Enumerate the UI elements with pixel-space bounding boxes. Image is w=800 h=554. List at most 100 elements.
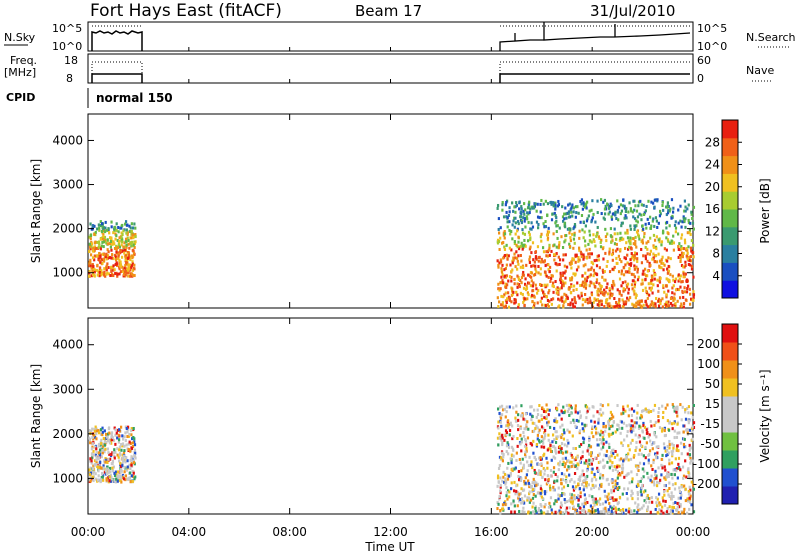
scatter-cell [626, 472, 629, 476]
scatter-cell [573, 225, 576, 229]
scatter-cell [572, 446, 575, 450]
scatter-cell [580, 198, 584, 202]
scatter-cell [608, 456, 611, 460]
scatter-cell [537, 264, 540, 268]
scatter-cell [585, 484, 588, 488]
scatter-cell [688, 485, 691, 489]
scatter-cell [94, 477, 98, 481]
scatter-cell [90, 266, 93, 270]
scatter-cell [527, 220, 530, 224]
scatter-cell [561, 463, 564, 467]
scatter-cell [542, 454, 545, 458]
scatter-cell [91, 442, 94, 446]
scatter-cell [117, 230, 120, 234]
scatter-cell [520, 437, 523, 441]
scatter-cell [645, 289, 648, 293]
scatter-cell [126, 425, 130, 429]
scatter-cell [633, 258, 636, 262]
scatter-cell [108, 242, 111, 246]
scatter-cell [579, 491, 582, 495]
scatter-cell [534, 494, 537, 498]
scatter-cell [606, 202, 609, 206]
scatter-cell [501, 503, 505, 507]
scatter-cell [652, 201, 655, 205]
scatter-cell [510, 445, 514, 449]
scatter-cell [543, 283, 546, 287]
scatter-cell [637, 233, 640, 237]
scatter-cell [524, 244, 527, 248]
scatter-cell [685, 428, 688, 432]
scatter-cell [529, 284, 532, 288]
scatter-cell [129, 467, 132, 471]
scatter-cell [674, 407, 677, 411]
scatter-cell [640, 409, 644, 413]
scatter-cell [516, 293, 519, 297]
scatter-cell [647, 408, 650, 412]
scatter-cell [91, 436, 94, 440]
scatter-cell [657, 252, 660, 256]
scatter-cell [515, 250, 518, 254]
scatter-cell [530, 251, 533, 255]
scatter-cell [134, 240, 137, 244]
scatter-cell [554, 430, 557, 434]
scatter-cell [103, 441, 107, 445]
scatter-cell [101, 258, 104, 262]
scatter-cell [539, 210, 542, 214]
scatter-cell [507, 279, 510, 283]
scatter-cell [111, 240, 114, 244]
scatter-cell [507, 254, 510, 258]
scatter-cell [644, 300, 647, 304]
scatter-cell [654, 454, 658, 458]
scatter-cell [553, 419, 556, 423]
scatter-cell [89, 233, 93, 237]
scatter-cell [569, 262, 572, 266]
scatter-cell [671, 303, 674, 307]
scatter-cell [667, 472, 671, 476]
scatter-cell [659, 209, 662, 213]
scatter-cell [96, 273, 99, 277]
scatter-cell [533, 295, 536, 299]
scatter-cell [558, 226, 561, 230]
scatter-cell [636, 403, 639, 407]
scatter-cell [537, 469, 541, 473]
scatter-cell [677, 279, 680, 283]
scatter-cell [89, 479, 92, 483]
scatter-cell [564, 456, 567, 460]
scatter-cell [646, 247, 649, 251]
scatter-cell [665, 226, 668, 230]
scatter-cell [496, 296, 499, 300]
scatter-cell [648, 304, 652, 308]
scatter-cell [100, 466, 103, 470]
scatter-cell [121, 223, 124, 227]
scatter-cell [646, 493, 649, 497]
scatter-cell [104, 255, 107, 259]
scatter-cell [610, 417, 613, 421]
scatter-cell [552, 290, 555, 294]
scatter-cell [602, 466, 605, 470]
scatter-cell [91, 224, 94, 228]
scatter-cell [133, 448, 137, 452]
scatter-cell [587, 508, 590, 512]
scatter-cell [655, 247, 658, 251]
scatter-cell [606, 232, 609, 236]
scatter-cell [95, 429, 98, 433]
scatter-cell [668, 462, 671, 466]
scatter-cell [573, 233, 576, 237]
scatter-cell [672, 444, 675, 448]
scatter-cell [134, 235, 137, 239]
cpid-row: CPID normal 150 [6, 88, 173, 108]
scatter-cell [513, 301, 516, 305]
scatter-cell [508, 296, 511, 300]
scatter-cell [507, 461, 510, 465]
scatter-cell [590, 220, 593, 224]
scatter-cell [610, 506, 614, 510]
scatter-cell [534, 505, 537, 509]
scatter-cell [669, 257, 672, 261]
scatter-cell [568, 499, 571, 503]
scatter-cell [548, 253, 551, 257]
scatter-cell [619, 508, 622, 512]
scatter-cell [549, 474, 552, 478]
scatter-cell [510, 461, 513, 465]
scatter-cell [132, 251, 136, 255]
scatter-cell [588, 209, 591, 213]
